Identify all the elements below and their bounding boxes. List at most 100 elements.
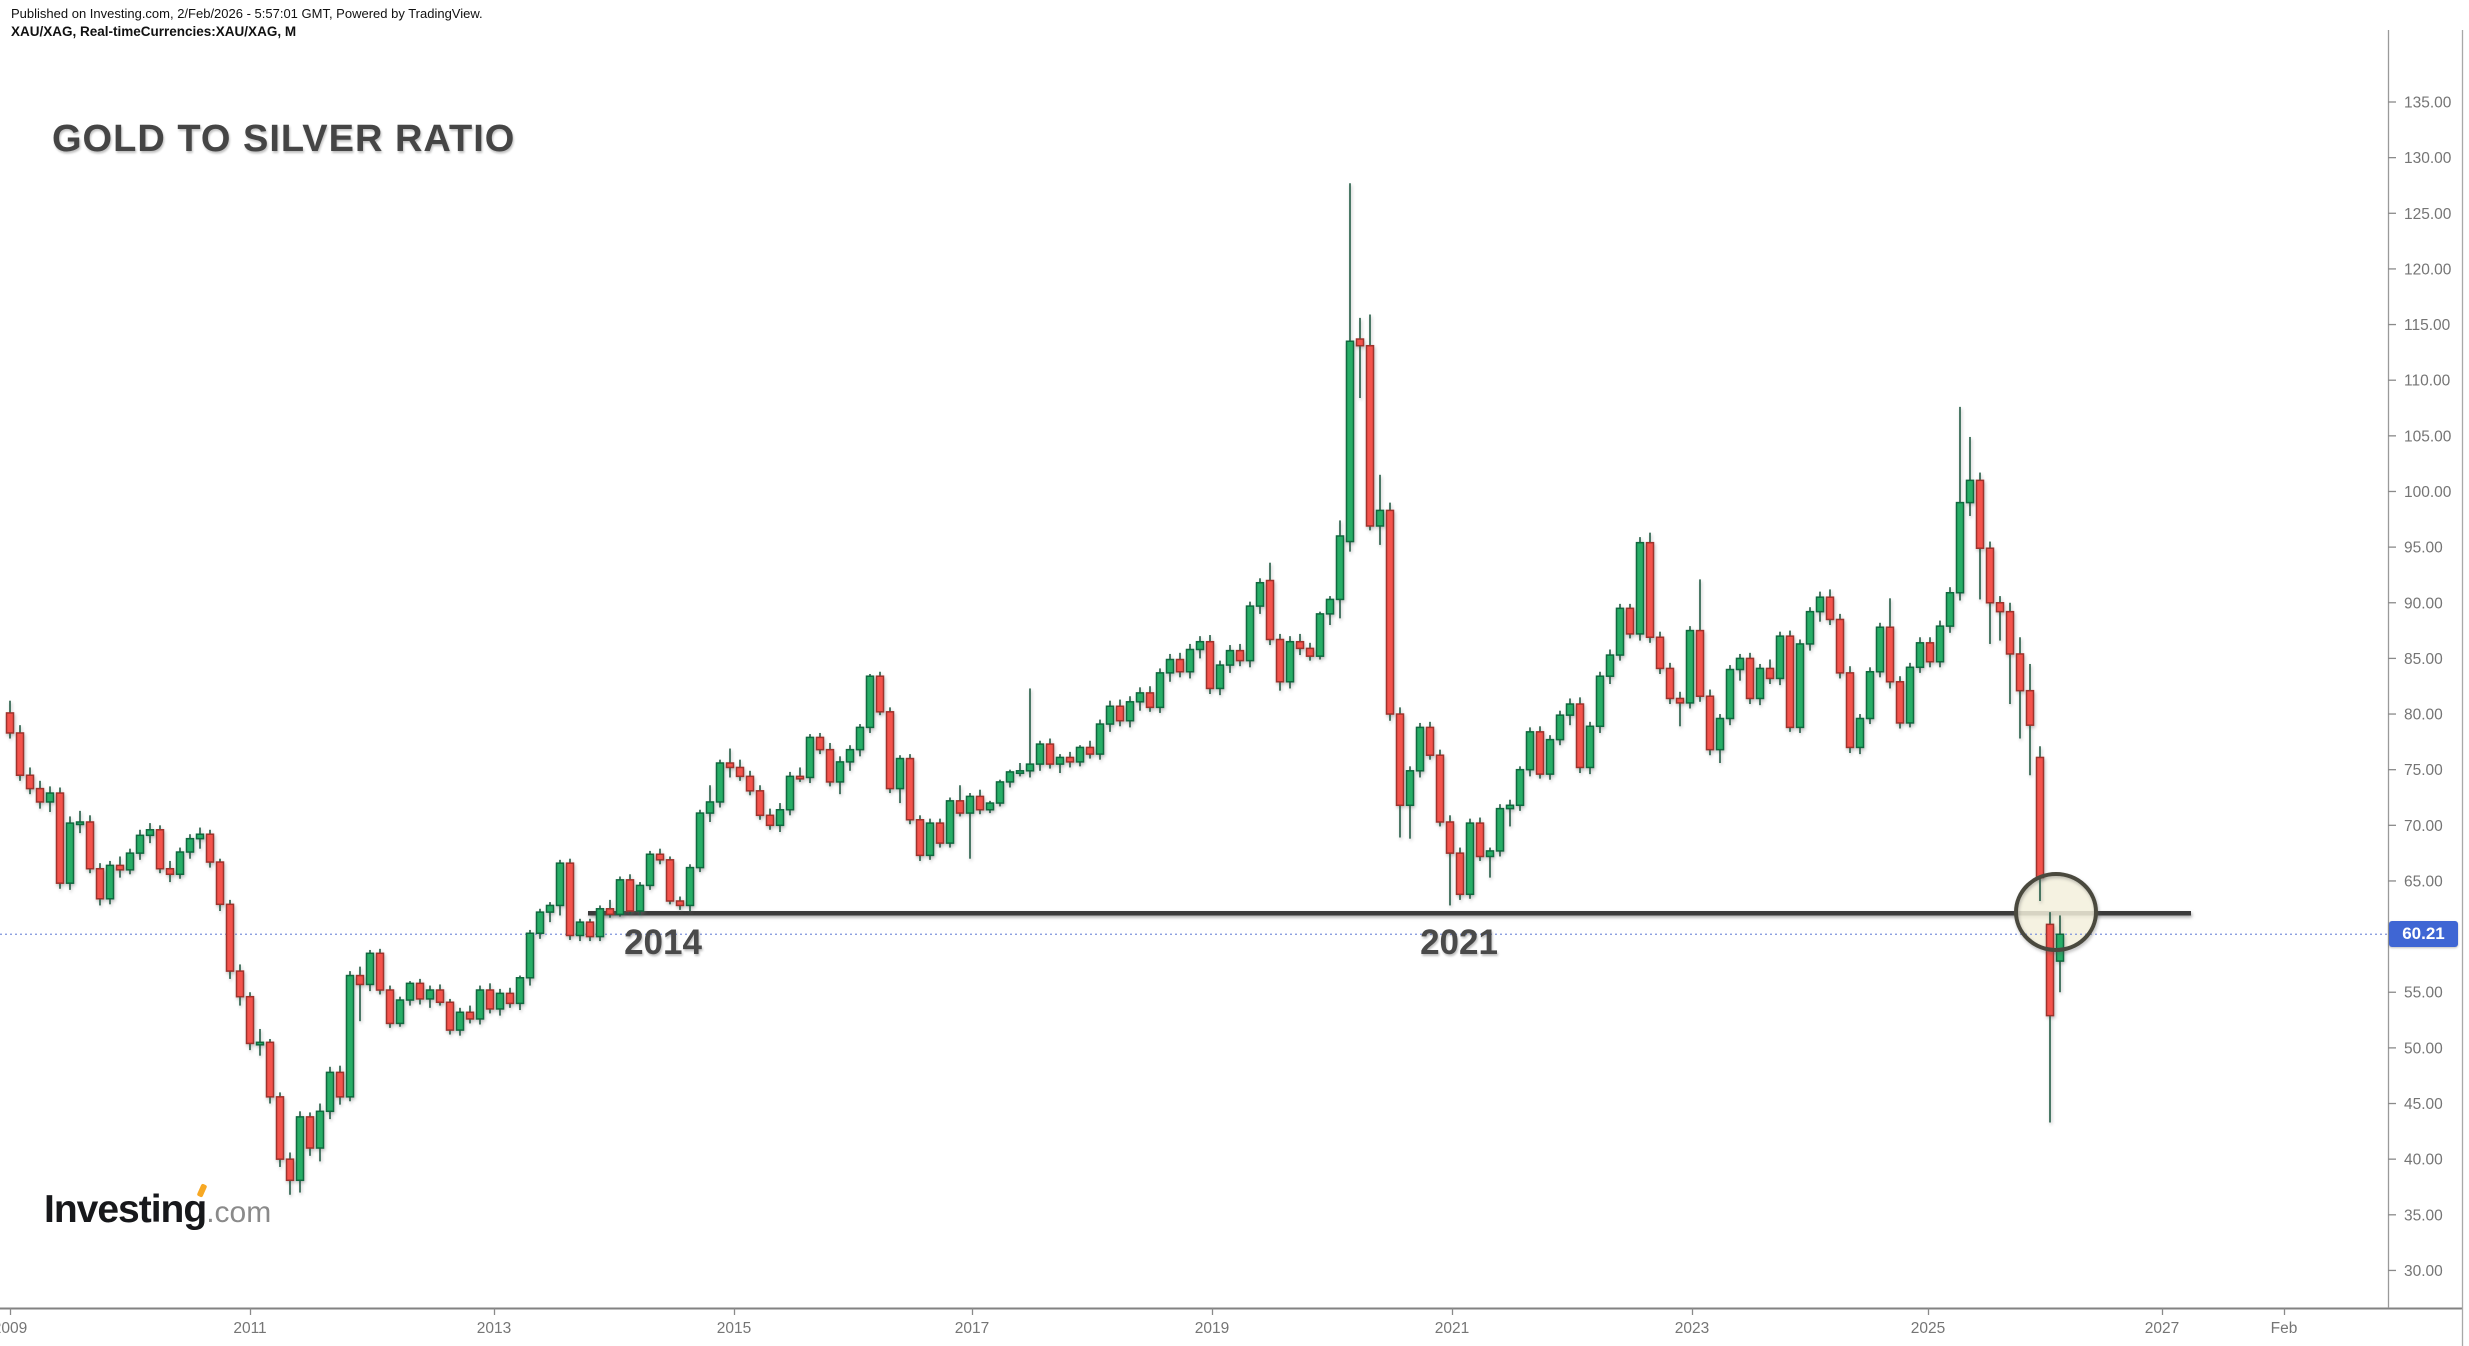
candle-down — [1575, 703, 1585, 769]
published-on-text: Published on Investing.com, 2/Feb/2026 -… — [11, 6, 483, 21]
candle-up — [455, 1011, 465, 1031]
candle-down — [745, 775, 755, 792]
candle-down — [2035, 756, 2045, 879]
candle-up — [185, 837, 195, 853]
candle-down — [35, 787, 45, 803]
annotations-under-layer — [0, 874, 2388, 950]
y-axis[interactable]: 135.00 130.00 125.00 120.00 115.00 110.00 105.… — [2388, 95, 2452, 1280]
candle-up — [425, 989, 435, 1000]
candle-up — [1955, 501, 1965, 594]
candle-up — [555, 862, 565, 907]
candle-up — [715, 762, 725, 803]
candle-up — [1335, 535, 1345, 601]
x-axis-label: 2023 — [1675, 1320, 1709, 1337]
chart-title: GOLD TO SILVER RATIO — [52, 118, 516, 160]
candle-up — [1315, 613, 1325, 657]
candle-down — [1205, 640, 1215, 690]
candle-up — [965, 795, 975, 814]
y-axis-label: 40.00 — [2404, 1152, 2443, 1169]
candle-up — [315, 1110, 325, 1149]
candle-down — [245, 995, 255, 1045]
x-axis-label: 2025 — [1911, 1320, 1945, 1337]
candle-up — [645, 853, 655, 887]
y-axis-label: 70.00 — [2404, 818, 2443, 835]
x-axis-label: 2017 — [955, 1320, 989, 1337]
candle-up — [1525, 731, 1535, 771]
candle-up — [345, 974, 355, 1098]
candle-up — [475, 989, 485, 1020]
y-axis-label: 30.00 — [2404, 1263, 2443, 1280]
candle-up — [1155, 672, 1165, 709]
candle-up — [835, 761, 845, 783]
candle-up — [75, 821, 85, 826]
candle-up — [775, 808, 785, 827]
y-axis-label: 135.00 — [2404, 95, 2452, 112]
candle-up — [325, 1071, 335, 1113]
candle-up — [1855, 717, 1865, 749]
y-axis-label: 35.00 — [2404, 1207, 2443, 1224]
candle-up — [785, 775, 795, 811]
candle-down — [735, 766, 745, 778]
x-axis[interactable]: 2009 2011 2013 2015 2017 2019 2021 2023 2025 2027… — [0, 1308, 2297, 1337]
candle-down — [955, 800, 965, 814]
x-axis-label: Feb — [2271, 1320, 2298, 1337]
candle-up — [1565, 703, 1575, 716]
candle-up — [865, 675, 875, 729]
candle-up — [1495, 807, 1505, 852]
candle-up — [1505, 804, 1515, 810]
candle-down — [1785, 635, 1795, 729]
candle-up — [1725, 668, 1735, 720]
candle-up — [1905, 666, 1915, 724]
y-axis-label: 110.00 — [2404, 373, 2451, 390]
candle-up — [1945, 591, 1955, 627]
annotation-label-2021: 2021 — [1420, 923, 1498, 962]
candle-up — [1965, 479, 1975, 504]
candle-down — [1425, 726, 1435, 756]
candle-up — [365, 952, 375, 986]
candle-down — [415, 982, 425, 1000]
y-axis-label: 95.00 — [2404, 540, 2443, 557]
candle-down — [1045, 743, 1055, 765]
candle-down — [285, 1158, 295, 1182]
y-axis-label: 75.00 — [2404, 762, 2443, 779]
candle-up — [1015, 770, 1025, 775]
candle-down — [1305, 647, 1315, 657]
candle-up — [635, 884, 645, 912]
candle-up — [1555, 714, 1565, 741]
candle-down — [1085, 746, 1095, 755]
candle-down — [355, 974, 365, 986]
candle-up — [1215, 664, 1225, 690]
candle-up — [1245, 605, 1255, 662]
candle-up — [545, 904, 555, 913]
candle-up — [1865, 671, 1875, 720]
candle-up — [1125, 701, 1135, 722]
candle-down — [1835, 618, 1845, 674]
y-axis-label: 80.00 — [2404, 707, 2443, 724]
candle-up — [295, 1116, 305, 1182]
candle-up — [995, 781, 1005, 804]
candle-up — [1095, 723, 1105, 755]
candle-down — [935, 822, 945, 844]
candle-up — [525, 932, 535, 979]
candle-up — [1615, 607, 1625, 656]
candle-down — [1445, 821, 1455, 854]
y-axis-label: 130.00 — [2404, 150, 2452, 167]
logo-wordmark: Investing — [44, 1188, 207, 1231]
candle-down — [905, 757, 915, 821]
candle-down — [5, 712, 15, 734]
investing-com-logo[interactable]: Investing.com — [44, 1183, 271, 1232]
candle-up — [535, 911, 545, 935]
y-axis-label: 115.00 — [2404, 317, 2451, 334]
candle-up — [495, 992, 505, 1010]
candle-down — [1295, 640, 1305, 650]
candle-up — [1485, 850, 1495, 858]
candle-down — [165, 867, 175, 876]
candle-up — [895, 757, 905, 790]
candle-down — [1765, 667, 1775, 680]
candle-up — [925, 822, 935, 857]
candle-down — [2045, 923, 2055, 1017]
candle-down — [725, 762, 735, 769]
y-axis-label: 100.00 — [2404, 484, 2452, 501]
